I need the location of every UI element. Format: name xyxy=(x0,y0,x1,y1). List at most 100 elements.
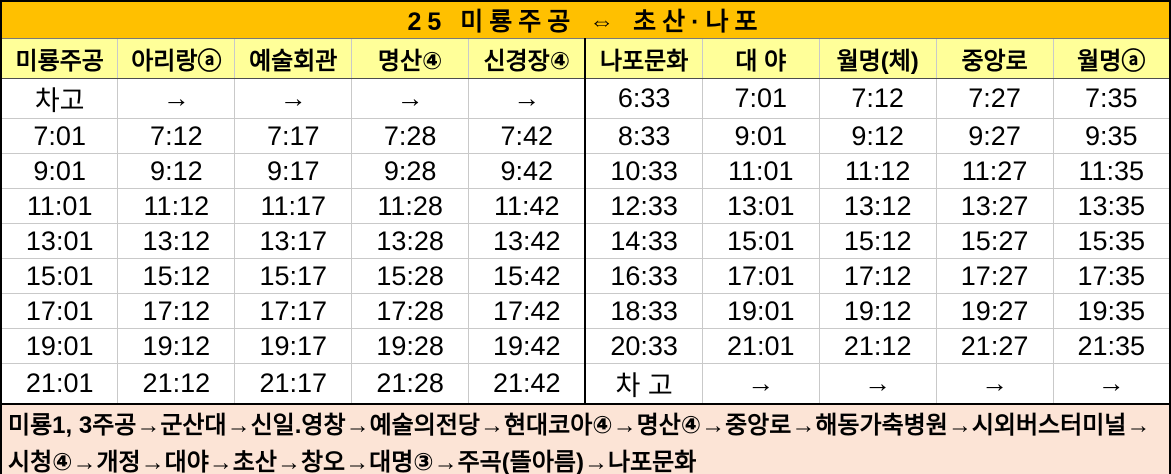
column-header-miryong-jugong: 미룡주공 xyxy=(1,38,118,79)
timetable-foot: 미룡1, 3주공→군산대→신일.영창→예술의전당→현대코아④→명산④→중앙로→해… xyxy=(1,403,1170,474)
time-cell: 7:12 xyxy=(818,78,937,119)
time-cell: 19:01 xyxy=(701,293,820,329)
time-cell: → xyxy=(351,78,470,119)
time-cell: 21:12 xyxy=(818,328,937,364)
time-cell: 7:42 xyxy=(468,118,586,154)
time-cell: 19:35 xyxy=(1052,293,1170,329)
timetable-body: 차고 → → → → 6:33 7:01 7:12 7:27 7:35 7:01… xyxy=(1,78,1170,405)
time-cell: 21:28 xyxy=(351,363,470,405)
timetable-row: 21:01 21:12 21:17 21:28 21:42 차 고 → → → … xyxy=(1,363,1170,405)
column-header-arirang: 아리랑ⓐ xyxy=(117,38,235,79)
column-header-myeongsan: 명산④ xyxy=(351,38,469,79)
time-cell: → xyxy=(935,363,1054,405)
time-cell: 9:28 xyxy=(351,153,470,189)
time-cell: 15:01 xyxy=(1,258,119,294)
timetable-row: 19:01 19:12 19:17 19:28 19:42 20:33 21:0… xyxy=(1,328,1170,364)
time-cell: 17:01 xyxy=(1,293,119,329)
time-cell: 11:35 xyxy=(1052,153,1170,189)
time-cell: 11:12 xyxy=(818,153,937,189)
time-cell: 19:01 xyxy=(1,328,119,364)
time-cell: 9:42 xyxy=(468,153,586,189)
time-cell: 13:27 xyxy=(935,188,1054,224)
time-cell: 16:33 xyxy=(584,258,703,294)
timetable-row: 9:01 9:12 9:17 9:28 9:42 10:33 11:01 11:… xyxy=(1,153,1170,189)
time-cell: 11:42 xyxy=(468,188,586,224)
time-cell: 13:17 xyxy=(234,223,353,259)
time-cell: 7:01 xyxy=(701,78,820,119)
time-cell: 21:35 xyxy=(1052,328,1170,364)
time-cell: → xyxy=(117,78,236,119)
time-cell: 13:42 xyxy=(468,223,586,259)
title-row: 25 미룡주공 ⇔ 초산·나포 xyxy=(1,1,1170,39)
column-header-jungangno: 중앙로 xyxy=(935,38,1054,79)
time-cell: 7:27 xyxy=(935,78,1054,119)
column-header-row: 미룡주공 아리랑ⓐ 예술회관 명산④ 신경장④ 나포문화 대 야 월명(체) 중… xyxy=(1,38,1170,79)
time-cell: 11:27 xyxy=(935,153,1054,189)
time-cell: 21:17 xyxy=(234,363,353,405)
timetable-head: 25 미룡주공 ⇔ 초산·나포 미룡주공 아리랑ⓐ 예술회관 명산④ 신경장④ … xyxy=(1,1,1170,79)
time-cell: 차 고 xyxy=(584,363,703,405)
column-header-singyeongjang: 신경장④ xyxy=(468,38,586,79)
column-header-art-hall: 예술회관 xyxy=(234,38,352,79)
time-cell: 18:33 xyxy=(584,293,703,329)
time-cell: 21:01 xyxy=(701,328,820,364)
timetable-row: 15:01 15:12 15:17 15:28 15:42 16:33 17:0… xyxy=(1,258,1170,294)
time-cell: 13:01 xyxy=(1,223,119,259)
time-cell: 17:28 xyxy=(351,293,470,329)
time-cell: 19:12 xyxy=(117,328,236,364)
time-cell: 17:01 xyxy=(701,258,820,294)
time-cell: → xyxy=(1052,363,1170,405)
time-cell: 6:33 xyxy=(584,78,703,119)
time-cell: 17:12 xyxy=(117,293,236,329)
time-cell: 7:01 xyxy=(1,118,119,154)
time-cell: 11:01 xyxy=(1,188,119,224)
time-cell: 9:01 xyxy=(1,153,119,189)
time-cell: 15:12 xyxy=(818,223,937,259)
route-description: 미룡1, 3주공→군산대→신일.영창→예술의전당→현대코아④→명산④→중앙로→해… xyxy=(1,403,1170,474)
time-cell: 10:33 xyxy=(584,153,703,189)
timetable-title: 25 미룡주공 ⇔ 초산·나포 xyxy=(1,1,1170,39)
time-cell: 8:33 xyxy=(584,118,703,154)
timetable-row: 13:01 13:12 13:17 13:28 13:42 14:33 15:0… xyxy=(1,223,1170,259)
time-cell: 15:17 xyxy=(234,258,353,294)
time-cell: 13:01 xyxy=(701,188,820,224)
time-cell: 7:35 xyxy=(1052,78,1170,119)
time-cell: 19:27 xyxy=(935,293,1054,329)
time-cell: 21:42 xyxy=(468,363,586,405)
time-cell: 15:35 xyxy=(1052,223,1170,259)
time-cell: 17:35 xyxy=(1052,258,1170,294)
time-cell: 차고 xyxy=(1,78,119,119)
timetable-row: 7:01 7:12 7:17 7:28 7:42 8:33 9:01 9:12 … xyxy=(1,118,1170,154)
timetable-row: 차고 → → → → 6:33 7:01 7:12 7:27 7:35 xyxy=(1,78,1170,119)
time-cell: → xyxy=(701,363,820,405)
time-cell: 13:28 xyxy=(351,223,470,259)
time-cell: 9:12 xyxy=(818,118,937,154)
column-header-wolmyeong: 월명ⓐ xyxy=(1052,38,1170,79)
column-header-wolmyeong-che: 월명(체) xyxy=(818,38,937,79)
time-cell: 11:17 xyxy=(234,188,353,224)
time-cell: 14:33 xyxy=(584,223,703,259)
time-cell: 21:01 xyxy=(1,363,119,405)
column-header-daeya: 대 야 xyxy=(701,38,820,79)
time-cell: 7:17 xyxy=(234,118,353,154)
time-cell: 15:27 xyxy=(935,223,1054,259)
time-cell: 15:12 xyxy=(117,258,236,294)
time-cell: 19:12 xyxy=(818,293,937,329)
time-cell: 21:27 xyxy=(935,328,1054,364)
time-cell: 11:12 xyxy=(117,188,236,224)
time-cell: → xyxy=(818,363,937,405)
time-cell: 17:12 xyxy=(818,258,937,294)
time-cell: 7:28 xyxy=(351,118,470,154)
time-cell: 9:27 xyxy=(935,118,1054,154)
time-cell: 19:42 xyxy=(468,328,586,364)
column-header-napo-munhwa: 나포문화 xyxy=(584,38,703,79)
time-cell: 9:12 xyxy=(117,153,236,189)
timetable-row: 17:01 17:12 17:17 17:28 17:42 18:33 19:0… xyxy=(1,293,1170,329)
time-cell: 13:35 xyxy=(1052,188,1170,224)
time-cell: 17:17 xyxy=(234,293,353,329)
time-cell: 11:28 xyxy=(351,188,470,224)
time-cell: 9:35 xyxy=(1052,118,1170,154)
time-cell: 20:33 xyxy=(584,328,703,364)
